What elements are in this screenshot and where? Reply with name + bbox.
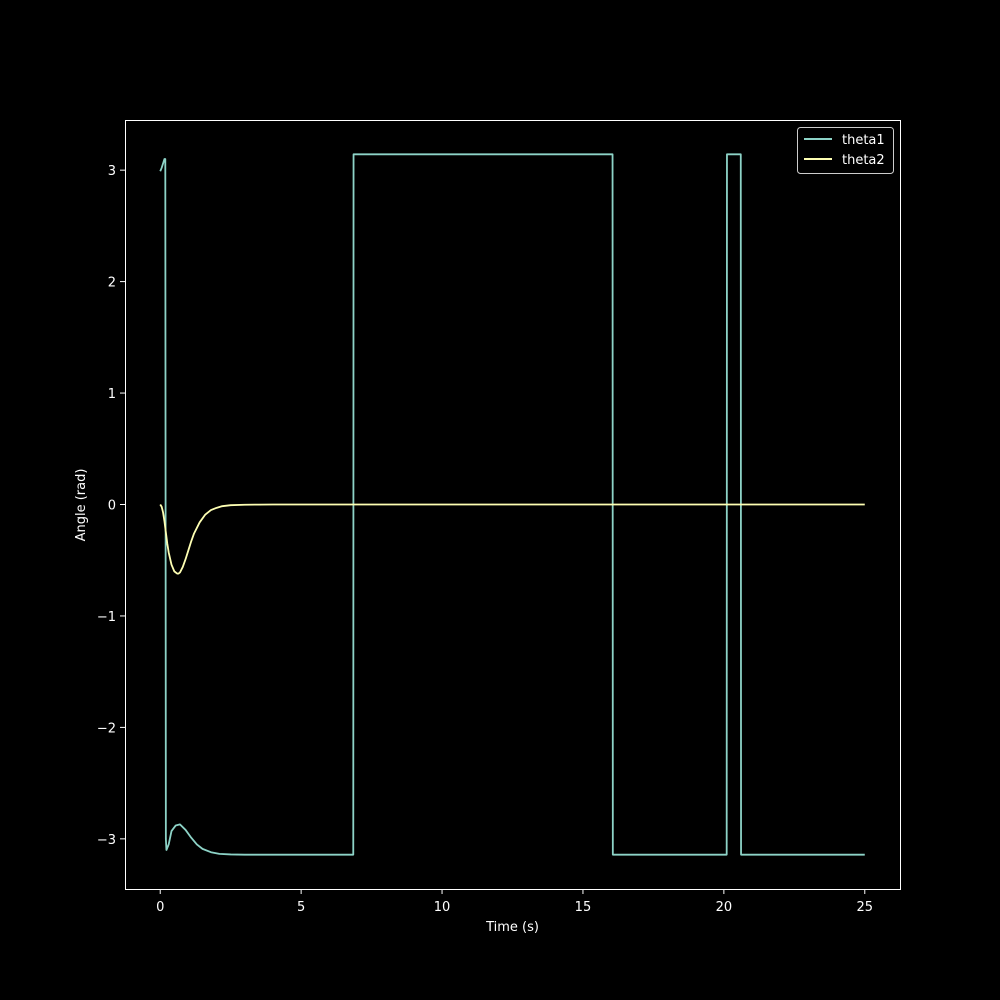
y-tick-label: −1: [97, 610, 116, 625]
plot-area: [159, 153, 865, 856]
y-tick-label: 2: [108, 276, 116, 291]
series-line-theta1: [159, 153, 865, 856]
x-axis: 0 5 10 15 20 25: [156, 889, 873, 915]
y-tick-label: 0: [108, 499, 116, 514]
x-tick-label: 20: [716, 900, 733, 915]
legend: theta1 theta2: [797, 127, 894, 174]
series-line-theta2: [159, 503, 865, 575]
y-tick-label: 3: [108, 164, 116, 179]
y-axis-label: Angle (rad): [74, 469, 89, 542]
x-tick-label: 25: [856, 900, 873, 915]
x-tick-label: 0: [156, 900, 164, 915]
x-tick-label: 15: [575, 900, 592, 915]
y-tick-label: 1: [108, 387, 116, 402]
x-axis-label: Time (s): [485, 920, 539, 935]
legend-label-theta1: theta1: [842, 133, 885, 148]
y-axis: −3 −2 −1 0 1 2 3: [97, 164, 125, 848]
y-tick-label: −2: [97, 721, 116, 736]
x-tick-label: 5: [297, 900, 305, 915]
x-tick-label: 10: [434, 900, 451, 915]
plot-frame: [125, 120, 901, 890]
legend-label-theta2: theta2: [842, 153, 885, 168]
y-tick-label: −3: [97, 833, 116, 848]
